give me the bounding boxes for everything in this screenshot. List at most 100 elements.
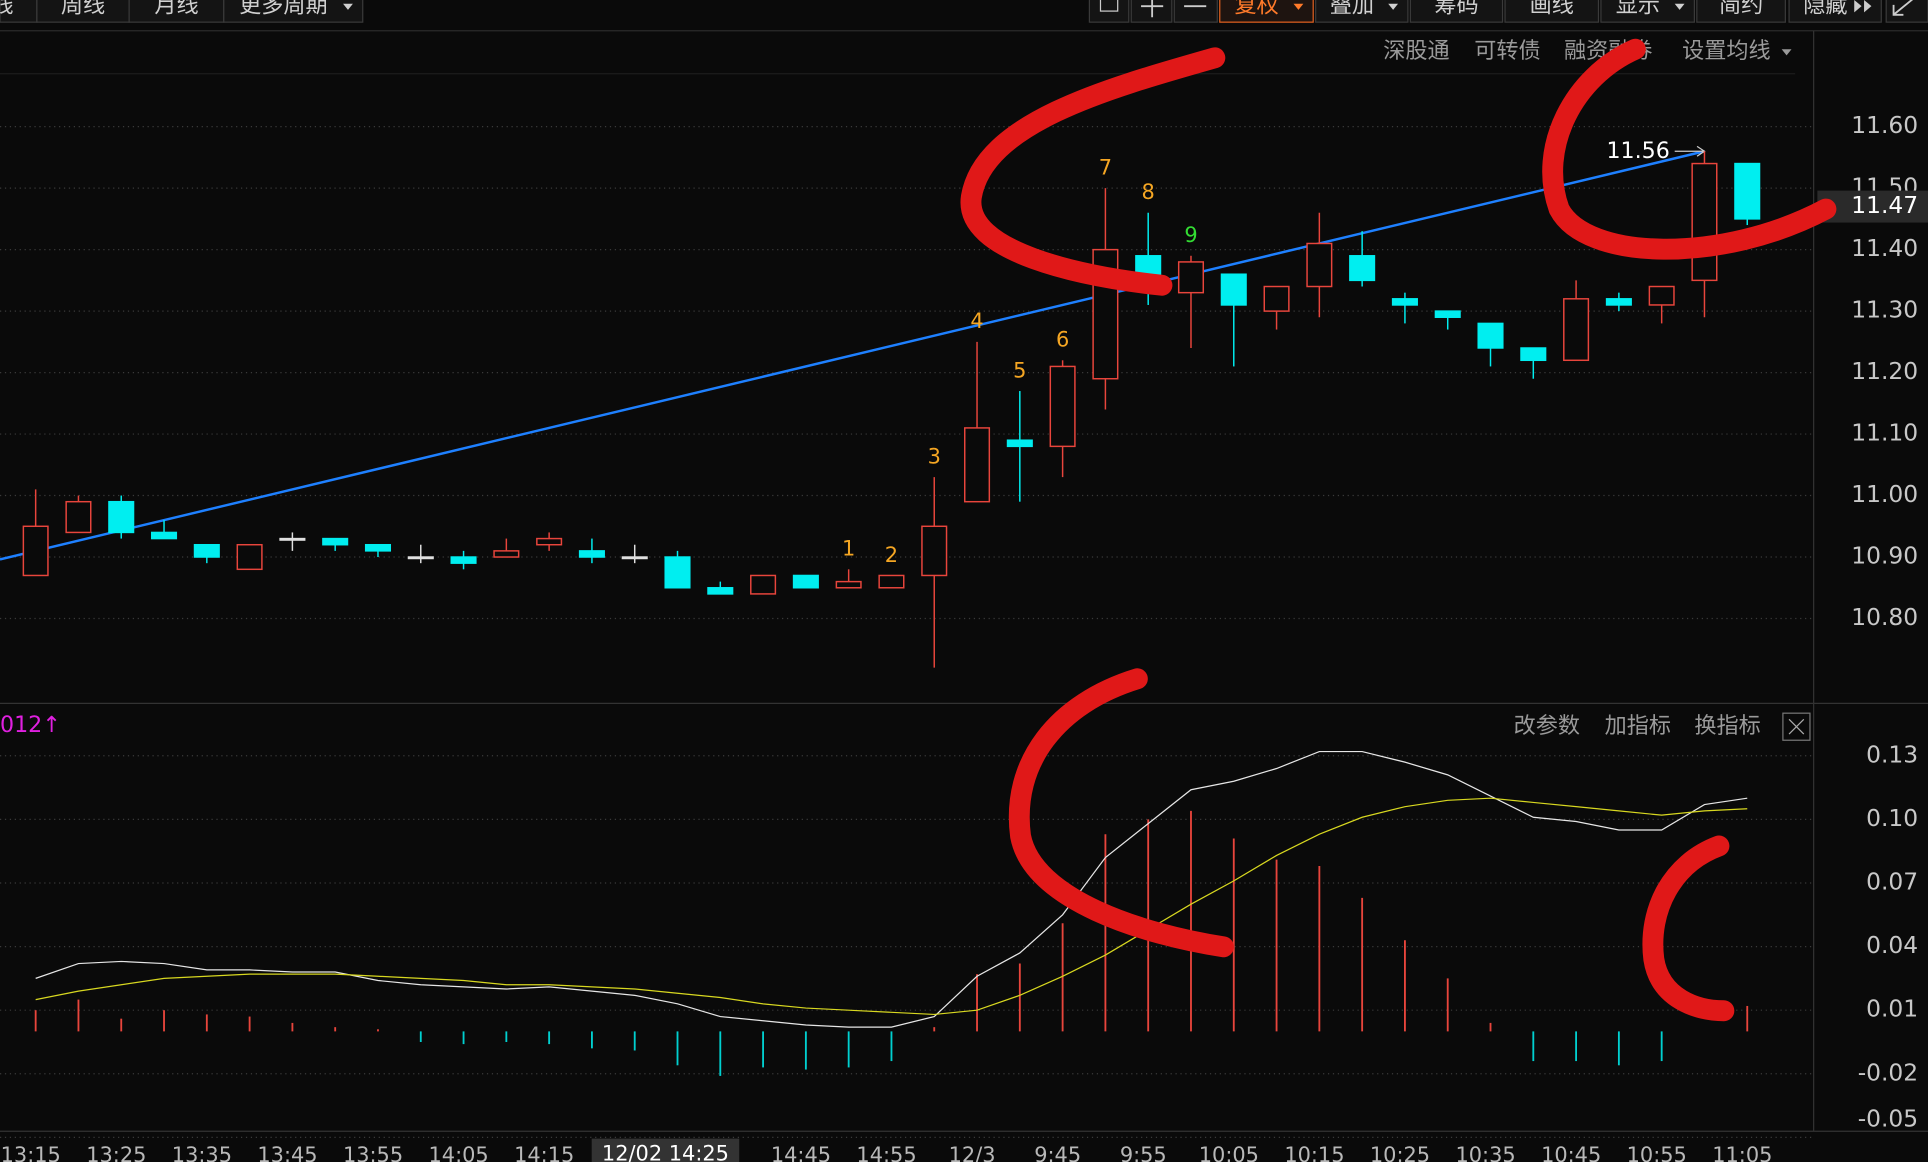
candle-body	[536, 537, 563, 546]
close-icon	[1788, 718, 1805, 735]
close-button[interactable]	[1782, 712, 1811, 741]
candle-body	[1563, 298, 1590, 362]
tool-icon[interactable]	[1173, 0, 1218, 23]
candle-body	[1605, 298, 1632, 306]
candle-body	[1006, 439, 1033, 448]
panel-button[interactable]: 可转债	[1474, 38, 1540, 64]
tool-icon	[1892, 0, 1914, 16]
toolbar-label: 简约	[1719, 0, 1763, 19]
panel-button[interactable]: 设置均线	[1682, 38, 1771, 64]
candle-body	[963, 427, 991, 503]
candle-body	[664, 556, 691, 589]
x-tick-label: 12/3	[949, 1143, 996, 1162]
macd-line	[35, 797, 1748, 1016]
x-tick-label: 10:45	[1541, 1143, 1601, 1162]
toolbar-label: 隐藏	[1803, 0, 1847, 19]
x-tick-label: 14:05	[429, 1143, 489, 1162]
sequence-label: 9	[1184, 223, 1197, 247]
candle-body	[364, 543, 392, 552]
dropdown-arrow	[1293, 3, 1304, 10]
toolbar-button[interactable]	[223, 0, 364, 23]
candle-body	[1734, 162, 1761, 220]
indicator-value: 012↑	[0, 712, 61, 738]
trendline	[0, 150, 1705, 561]
sequence-label: 6	[1056, 328, 1069, 352]
crosshair-label: 12/02 14:25	[602, 1142, 729, 1162]
y-tick-label: -0.05	[1858, 1105, 1918, 1133]
candle-body	[22, 525, 49, 577]
x-tick-label: 14:45	[771, 1143, 831, 1162]
candle-body	[921, 525, 948, 577]
sequence-label: 7	[1099, 155, 1112, 179]
tool-icon	[1141, 0, 1207, 18]
y-tick-label: 11.60	[1851, 111, 1918, 139]
candle-body	[1434, 310, 1461, 318]
x-tick-label: 13:15	[1, 1143, 61, 1162]
toolbar-button[interactable]	[1696, 0, 1786, 23]
x-tick-label: 14:15	[514, 1143, 574, 1162]
candle-body	[750, 574, 777, 595]
sequence-label: 3	[928, 444, 941, 468]
tool-icon[interactable]	[1885, 0, 1928, 23]
toolbar-label: 叠加	[1330, 0, 1374, 19]
candle-body	[108, 500, 135, 534]
x-tick-label: 13:45	[257, 1143, 317, 1162]
toolbar-button[interactable]	[1504, 0, 1600, 23]
dropdown-arrow	[1388, 3, 1399, 10]
candle-body	[1391, 298, 1418, 306]
toolbar-button[interactable]	[1219, 0, 1314, 23]
candle-body	[578, 550, 605, 558]
toolbar-button[interactable]	[1315, 0, 1409, 23]
panel-button[interactable]: 换指标	[1694, 713, 1760, 739]
panel-button[interactable]: 加指标	[1605, 713, 1671, 739]
y-tick-label: 11.30	[1851, 296, 1918, 324]
sequence-label: 2	[885, 543, 898, 567]
x-tick-label: 10:35	[1455, 1143, 1515, 1162]
scribble	[1008, 668, 1234, 958]
toolbar-label: 线	[0, 0, 14, 19]
y-tick-label: 0.01	[1866, 995, 1918, 1023]
x-tick-label: 13:35	[172, 1143, 232, 1162]
toolbar-label: 月线	[154, 0, 198, 19]
scribble	[1642, 835, 1735, 1022]
dropdown-arrow	[1674, 3, 1685, 10]
toolbar-label: 复权	[1235, 0, 1279, 19]
candle-body	[1520, 347, 1547, 362]
x-tick-label: 10:15	[1284, 1143, 1344, 1162]
y-tick-label: 11.40	[1851, 234, 1918, 262]
y-tick-label: 0.13	[1866, 740, 1918, 768]
candle-body	[279, 537, 306, 541]
candle-body	[322, 537, 349, 546]
scribble	[960, 47, 1226, 296]
candle-body	[707, 587, 734, 595]
toolbar-button[interactable]	[1409, 0, 1504, 23]
y-tick-label: 11.20	[1851, 357, 1918, 385]
candle-body	[1049, 365, 1076, 448]
candle-body	[236, 543, 263, 571]
crosshair-tag	[591, 1138, 740, 1162]
macd-line	[35, 750, 1748, 1028]
sequence-label: 4	[970, 309, 983, 333]
y-tick-label: 11.00	[1851, 480, 1918, 508]
scribble	[1542, 38, 1837, 260]
dropdown-arrow	[1781, 49, 1792, 56]
panel-button[interactable]: 改参数	[1514, 713, 1580, 739]
tool-icon	[1099, 0, 1119, 12]
x-tick-label: 13:25	[86, 1143, 146, 1162]
x-tick-label: 9:45	[1034, 1143, 1081, 1162]
panel-button[interactable]: 深股通	[1383, 38, 1449, 64]
toolbar-label: 筹码	[1434, 0, 1478, 19]
candle-body	[1306, 242, 1333, 288]
x-tick-label: 13:55	[343, 1143, 403, 1162]
y-tick-label: 10.90	[1851, 542, 1918, 570]
toolbar-label: 显示	[1616, 0, 1660, 19]
toolbar-button[interactable]	[1600, 0, 1695, 23]
candle-body	[792, 574, 819, 589]
candle-body	[450, 556, 477, 564]
y-tick-label: 11.10	[1851, 419, 1918, 447]
candle-body	[493, 550, 520, 558]
y-tick-label: 0.04	[1866, 931, 1918, 959]
